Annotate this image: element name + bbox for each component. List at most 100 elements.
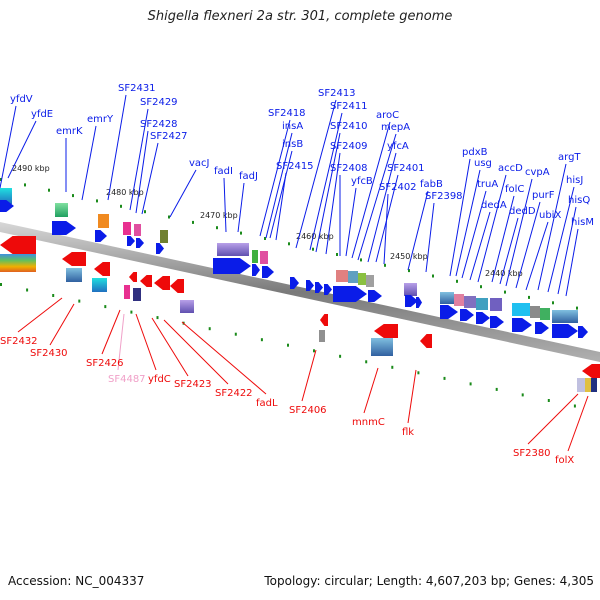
- forward-gene-arrow: [490, 316, 504, 328]
- guide-dot: [552, 301, 554, 305]
- gene-label: SF2422: [215, 388, 253, 399]
- reverse-gene-arrow: [582, 364, 600, 378]
- gene-label: emrY: [87, 114, 114, 125]
- gene-label: SF2401: [387, 163, 425, 174]
- gene-label: emrK: [56, 126, 83, 137]
- guide-dot: [287, 343, 289, 347]
- label-leader-line: [469, 211, 491, 281]
- gene-label: yfdC: [148, 374, 171, 385]
- forward-gene-arrow: [460, 309, 474, 321]
- cog-block: [55, 203, 68, 217]
- forward-gene-arrow: [262, 266, 274, 278]
- label-leader-line: [491, 195, 515, 283]
- gene-label: mepA: [381, 122, 410, 133]
- label-leader-line: [259, 119, 291, 237]
- cog-block: [260, 251, 268, 264]
- guide-dot: [432, 274, 434, 278]
- label-leader-line: [325, 152, 341, 255]
- gene-label: folX: [555, 455, 574, 466]
- accession-label: Accession: NC_004337: [8, 574, 145, 588]
- ruler-tick-label: 2440 kbp: [485, 269, 523, 278]
- label-leader-line: [407, 369, 417, 424]
- guide-dot: [408, 269, 410, 273]
- guide-dot: [456, 279, 458, 283]
- guide-dot: [48, 188, 50, 192]
- reverse-gene-arrow: [0, 236, 36, 254]
- guide-dot: [144, 210, 146, 214]
- guide-dot: [576, 306, 578, 310]
- guide-dot: [96, 199, 98, 203]
- forward-gene-arrow: [324, 284, 332, 295]
- gene-label: SF2411: [330, 101, 368, 112]
- cog-block: [66, 268, 82, 282]
- cog-block: [134, 224, 141, 236]
- gene-label: yfdE: [31, 109, 53, 120]
- forward-gene-arrow: [306, 280, 314, 291]
- reverse-gene-arrow: [129, 272, 137, 282]
- label-leader-line: [547, 186, 575, 293]
- guide-dot: [156, 316, 159, 320]
- reverse-gene-arrow: [420, 334, 432, 348]
- guide-dot: [339, 354, 342, 358]
- label-leader-line: [515, 201, 541, 289]
- cog-block: [371, 338, 393, 356]
- label-leader-line: [49, 303, 75, 346]
- label-leader-line: [135, 313, 157, 371]
- label-leader-line: [117, 313, 125, 371]
- guide-dot: [26, 288, 29, 292]
- forward-gene-arrow: [405, 295, 418, 307]
- gene-label: SF2429: [140, 97, 178, 108]
- cog-block: [552, 310, 578, 323]
- cog-block: [512, 303, 530, 316]
- label-leader-line: [107, 94, 127, 201]
- forward-gene-arrow: [290, 277, 299, 289]
- cog-block: [217, 243, 249, 256]
- label-leader-line: [345, 187, 357, 257]
- guide-dot: [312, 247, 314, 251]
- cog-block: [490, 298, 502, 311]
- gene-label: SF2431: [118, 83, 156, 94]
- cog-block: [336, 270, 348, 282]
- gene-label: flk: [402, 427, 414, 438]
- cog-block: [160, 230, 168, 243]
- gene-label: SF2426: [86, 358, 124, 369]
- forward-gene-arrow: [127, 236, 135, 246]
- forward-gene-arrow: [416, 297, 422, 308]
- gene-label: SF2406: [289, 405, 327, 416]
- label-leader-line: [461, 190, 487, 279]
- gene-label: SF2415: [276, 161, 314, 172]
- gene-label: SF2430: [30, 348, 68, 359]
- guide-dot: [504, 290, 506, 294]
- cog-block: [358, 273, 366, 285]
- label-leader-line: [151, 317, 189, 377]
- cog-block: [124, 285, 130, 299]
- gene-label: fadJ: [239, 171, 258, 182]
- gene-label: SF2410: [330, 121, 368, 132]
- gene-label: SF2428: [140, 119, 178, 130]
- guide-dot: [264, 237, 266, 240]
- gene-label: usg: [474, 158, 492, 169]
- guide-dot: [391, 365, 394, 369]
- label-leader-line: [407, 190, 429, 271]
- gene-label: SF2418: [268, 108, 306, 119]
- forward-gene-arrow: [512, 318, 532, 332]
- label-leader-line: [265, 132, 293, 239]
- label-leader-line: [101, 309, 121, 355]
- genome-title: Shigella flexneri 2a str. 301, complete …: [147, 9, 453, 24]
- cog-block: [440, 292, 454, 304]
- ruler-tick-label: 2490 kbp: [12, 164, 50, 173]
- label-leader-line: [17, 297, 63, 333]
- forward-gene-arrow: [552, 324, 578, 338]
- label-leader-line: [527, 393, 579, 445]
- label-leader-line: [537, 163, 567, 291]
- guide-dot: [52, 294, 55, 297]
- gene-label: dedA: [481, 200, 507, 211]
- label-leader-line: [455, 169, 481, 277]
- cog-block: [464, 296, 476, 308]
- label-leader-lines: [0, 94, 589, 452]
- chromosome-ruler: [0, 222, 600, 362]
- cog-blocks: [0, 188, 597, 392]
- reverse-gene-arrow: [140, 275, 152, 287]
